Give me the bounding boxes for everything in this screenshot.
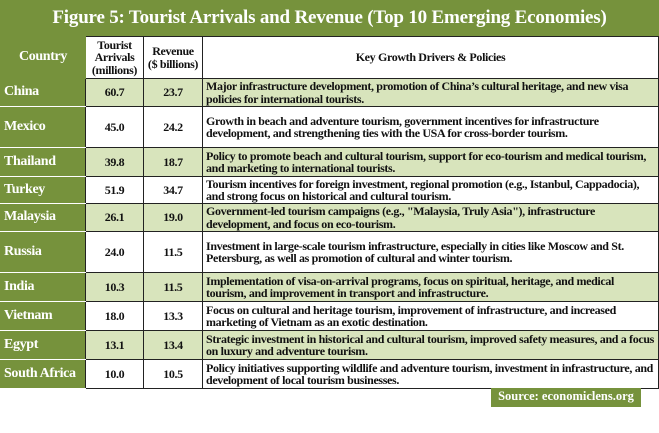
country-cell: Russia [0, 231, 86, 273]
arrivals-cell: 51.9 [85, 176, 144, 204]
drivers-cell: Major infrastructure development, promot… [202, 78, 659, 107]
arrivals-cell: 10.3 [85, 272, 144, 302]
country-cell: India [0, 272, 86, 302]
revenue-cell: 18.7 [143, 147, 203, 177]
header-arrivals: Tourist Arrivals (millions) [85, 36, 144, 79]
arrivals-cell: 18.0 [85, 301, 144, 331]
table-row: Mexico 45.0 24.2 Growth in beach and advent… [0, 106, 659, 148]
revenue-cell: 13.3 [143, 301, 203, 331]
drivers-cell: Strategic investment in historical and c… [202, 330, 659, 360]
header-drivers: Key Growth Drivers & Policies [202, 36, 659, 79]
revenue-cell: 19.0 [143, 203, 203, 232]
arrivals-cell: 10.0 [85, 359, 144, 389]
drivers-cell: Policy initiatives supporting wildlife a… [202, 359, 659, 389]
tourism-table: Country Tourist Arrivals (millions) Reve… [0, 36, 659, 389]
source-label: Source: economiclens.org [491, 388, 641, 407]
revenue-cell: 11.5 [143, 231, 203, 273]
table-row: China 60.7 23.7 Major infrastructure develo… [0, 78, 659, 107]
arrivals-cell: 13.1 [85, 330, 144, 360]
table-header-row: Country Tourist Arrivals (millions) Reve… [0, 36, 659, 79]
drivers-cell: Government-led tourism campaigns (e.g., … [202, 203, 659, 232]
table-row: South Africa 10.0 10.5 Policy initiatives s… [0, 359, 659, 389]
table-row: India 10.3 11.5 Implementation of visa-on-a… [0, 272, 659, 302]
country-cell: Turkey [0, 176, 86, 204]
arrivals-cell: 39.8 [85, 147, 144, 177]
revenue-cell: 13.4 [143, 330, 203, 360]
country-cell: China [0, 78, 86, 107]
country-cell: Thailand [0, 147, 86, 177]
table-row: Vietnam 18.0 13.3 Focus on cultural and her… [0, 301, 659, 331]
country-cell: Mexico [0, 106, 86, 148]
drivers-cell: Tourism incentives for foreign investmen… [202, 176, 659, 204]
revenue-cell: 24.2 [143, 106, 203, 148]
revenue-cell: 11.5 [143, 272, 203, 302]
arrivals-cell: 45.0 [85, 106, 144, 148]
country-cell: South Africa [0, 359, 86, 389]
drivers-cell: Policy to promote beach and cultural tou… [202, 147, 659, 177]
table-row: Thailand 39.8 18.7 Policy to promote beach … [0, 147, 659, 177]
country-cell: Egypt [0, 330, 86, 360]
drivers-cell: Focus on cultural and heritage tourism, … [202, 301, 659, 331]
drivers-cell: Implementation of visa-on-arrival progra… [202, 272, 659, 302]
header-country: Country [0, 36, 86, 79]
arrivals-cell: 26.1 [85, 203, 144, 232]
table-row: Egypt 13.1 13.4 Strategic investment in his… [0, 330, 659, 360]
figure-title: Figure 5: Tourist Arrivals and Revenue (… [0, 0, 659, 36]
country-cell: Malaysia [0, 203, 86, 232]
revenue-cell: 34.7 [143, 176, 203, 204]
country-cell: Vietnam [0, 301, 86, 331]
table-row: Malaysia 26.1 19.0 Government-led tourism c… [0, 203, 659, 232]
revenue-cell: 10.5 [143, 359, 203, 389]
drivers-cell: Investment in large-scale tourism infras… [202, 231, 659, 273]
arrivals-cell: 24.0 [85, 231, 144, 273]
arrivals-cell: 60.7 [85, 78, 144, 107]
header-revenue: Revenue ($ billions) [143, 36, 203, 79]
revenue-cell: 23.7 [143, 78, 203, 107]
table-row: Turkey 51.9 34.7 Tourism incentives for for… [0, 176, 659, 204]
drivers-cell: Growth in beach and adventure tourism, g… [202, 106, 659, 148]
table-row: Russia 24.0 11.5 Investment in large-scale … [0, 231, 659, 273]
